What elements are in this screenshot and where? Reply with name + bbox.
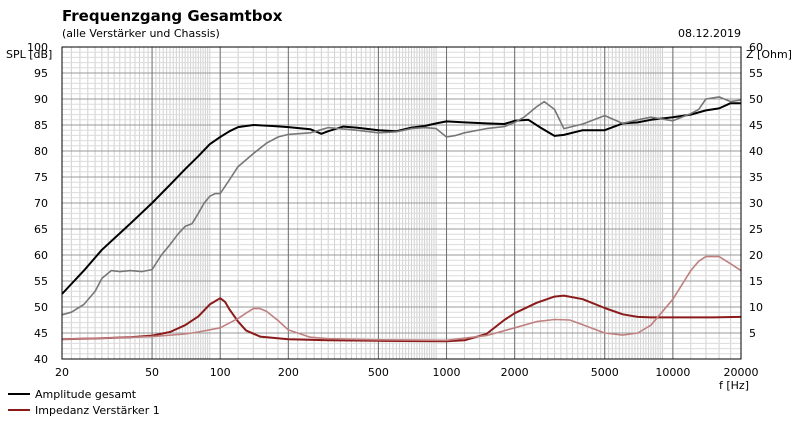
y-left-tick-label: 55 bbox=[34, 275, 48, 288]
y-right-tick-label: 40 bbox=[749, 145, 763, 158]
y-axis-right-label: Z [Ohm] bbox=[746, 48, 792, 61]
y-right-tick-label: 5 bbox=[749, 327, 756, 340]
series-layer bbox=[61, 96, 742, 343]
series-line-2 bbox=[61, 294, 742, 343]
y-left-tick-label: 85 bbox=[34, 119, 48, 132]
plot-frame bbox=[61, 46, 742, 360]
y-left-tick-label: 70 bbox=[34, 197, 48, 210]
x-tick-label: 50 bbox=[145, 366, 159, 379]
chart-title: Frequenzgang Gesamtbox bbox=[62, 7, 283, 25]
x-tick-label: 200 bbox=[278, 366, 299, 379]
y-right-tick-label: 35 bbox=[749, 171, 763, 184]
y-right-tick-label: 20 bbox=[749, 249, 763, 262]
y-right-tick-label: 50 bbox=[749, 93, 763, 106]
y-right-tick-label: 15 bbox=[749, 275, 763, 288]
legend-label-amplitude: Amplitude gesamt bbox=[35, 388, 137, 401]
y-left-tick-label: 100 bbox=[27, 41, 48, 54]
series-line-0 bbox=[61, 102, 741, 295]
y-left-tick-label: 60 bbox=[34, 249, 48, 262]
y-right-tick-label: 55 bbox=[749, 67, 763, 80]
x-tick-label: 10000 bbox=[655, 366, 690, 379]
x-tick-label: 500 bbox=[368, 366, 389, 379]
y-left-tick-label: 45 bbox=[34, 327, 48, 340]
y-right-tick-label: 10 bbox=[749, 301, 763, 314]
y-right-tick-labels: 60 55 50 45 40 35 30 25 20 15 10 5 bbox=[749, 41, 763, 340]
series-line-1 bbox=[61, 96, 742, 316]
y-left-tick-label: 40 bbox=[34, 353, 48, 366]
series-line-3 bbox=[61, 255, 742, 342]
legend-label-impedance: Impedanz Verstärker 1 bbox=[35, 404, 160, 417]
y-left-tick-label: 75 bbox=[34, 171, 48, 184]
grid-major bbox=[62, 47, 741, 359]
y-left-tick-label: 80 bbox=[34, 145, 48, 158]
y-right-tick-label: 60 bbox=[749, 41, 763, 54]
y-left-tick-label: 95 bbox=[34, 67, 48, 80]
x-tick-labels: 20 50 100 200 500 1000 2000 5000 10000 20000 bbox=[55, 366, 759, 379]
chart-subtitle: (alle Verstärker und Chassis) bbox=[62, 27, 220, 40]
legend: Amplitude gesamt Impedanz Verstärker 1 bbox=[8, 388, 160, 417]
y-right-tick-label: 45 bbox=[749, 119, 763, 132]
y-left-tick-label: 50 bbox=[34, 301, 48, 314]
x-tick-label: 20000 bbox=[724, 366, 759, 379]
x-tick-label: 20 bbox=[55, 366, 69, 379]
x-axis-label: f [Hz] bbox=[719, 379, 749, 392]
chart-date: 08.12.2019 bbox=[678, 27, 741, 40]
y-left-tick-labels: 100 95 90 85 80 75 70 65 60 55 50 45 40 bbox=[27, 41, 48, 366]
y-right-tick-label: 25 bbox=[749, 223, 763, 236]
x-tick-label: 100 bbox=[210, 366, 231, 379]
x-tick-label: 5000 bbox=[591, 366, 619, 379]
y-right-tick-label: 30 bbox=[749, 197, 763, 210]
x-tick-label: 1000 bbox=[433, 366, 461, 379]
x-tick-label: 2000 bbox=[501, 366, 529, 379]
y-left-tick-label: 90 bbox=[34, 93, 48, 106]
y-axis-left-label: SPL [dB] bbox=[6, 48, 52, 61]
y-left-tick-label: 65 bbox=[34, 223, 48, 236]
